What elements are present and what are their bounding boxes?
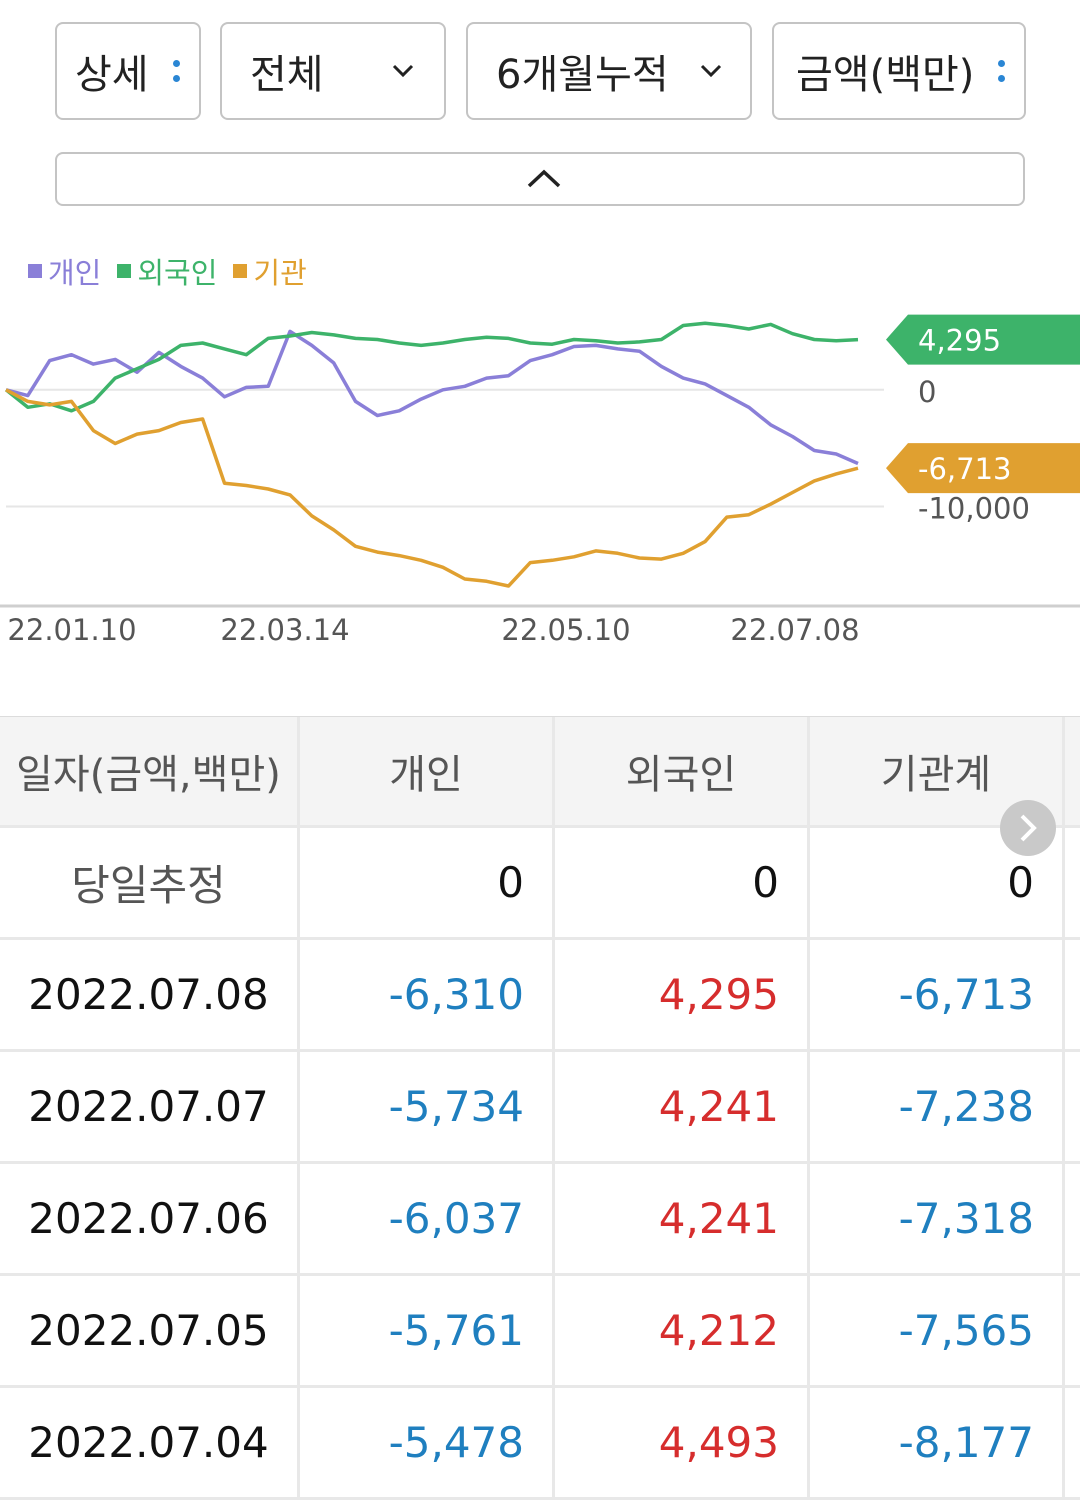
end-value-label: 4,295 <box>918 324 1001 358</box>
estimate-individual: 0 <box>300 828 555 937</box>
legend-label: 외국인 <box>137 256 218 290</box>
scope-value: 전체 <box>250 52 324 98</box>
row-overflow <box>1065 1276 1080 1385</box>
row-individual: -5,761 <box>300 1276 555 1385</box>
row-overflow <box>1065 940 1080 1049</box>
header-date: 일자(금액,백만) <box>0 717 300 825</box>
legend-item-institution: 기관 <box>233 250 307 292</box>
scope-select[interactable]: 전체 <box>220 22 446 120</box>
investor-table: 일자(금액,백만) 개인 외국인 기관계 당일추정 0 0 0 2022.07.… <box>0 716 1080 1500</box>
row-individual: -5,478 <box>300 1388 555 1497</box>
row-date: 2022.07.04 <box>0 1388 300 1497</box>
x-tick-label: 22.03.14 <box>220 613 349 647</box>
y-tick-label: -10,000 <box>918 492 1030 526</box>
chevron-up-icon <box>527 169 561 188</box>
row-institution: -8,177 <box>810 1388 1065 1497</box>
estimate-institution: 0 <box>810 828 1065 937</box>
series-line <box>5 388 859 588</box>
filter-bar: 상세 전체 6개월누적 금액(백만) <box>0 0 1080 220</box>
legend-swatch <box>233 264 248 278</box>
row-foreign: 4,493 <box>555 1388 810 1497</box>
row-date: 2022.07.06 <box>0 1164 300 1273</box>
row-date: 2022.07.05 <box>0 1276 300 1385</box>
header-individual: 개인 <box>300 717 555 825</box>
table-header-row: 일자(금액,백만) 개인 외국인 기관계 <box>0 716 1080 828</box>
row-foreign: 4,212 <box>555 1276 810 1385</box>
investor-flow-chart: 0 -10,000 22.01.10 22.03.14 22.05.10 22.07.08… <box>0 314 1080 647</box>
table-row: 2022.07.07 -5,734 4,241 -7,238 <box>0 1052 1080 1164</box>
row-institution: -7,318 <box>810 1164 1065 1273</box>
end-value-label: -6,713 <box>918 452 1012 486</box>
row-overflow <box>1065 1052 1080 1161</box>
period-value: 6개월누적 <box>496 52 669 98</box>
row-overflow <box>1065 828 1080 937</box>
table-row-estimate: 당일추정 0 0 0 <box>0 828 1080 940</box>
more-vertical-icon <box>173 60 181 90</box>
unit-label: 금액(백만) <box>796 52 975 98</box>
row-foreign: 4,241 <box>555 1164 810 1273</box>
legend-item-individual: 개인 <box>28 250 101 292</box>
header-foreign: 외국인 <box>555 717 810 825</box>
row-institution: -7,565 <box>810 1276 1065 1385</box>
row-individual: -6,037 <box>300 1164 555 1273</box>
row-foreign: 4,241 <box>555 1052 810 1161</box>
detail-menu-button[interactable]: 상세 <box>55 22 201 120</box>
y-tick-label: 0 <box>918 375 936 409</box>
row-overflow <box>1065 1164 1080 1273</box>
table-row: 2022.07.04 -5,478 4,493 -8,177 <box>0 1388 1080 1500</box>
row-individual: -5,734 <box>300 1052 555 1161</box>
chart-legend: 개인 외국인 기관 <box>28 250 307 292</box>
row-overflow <box>1065 1388 1080 1497</box>
legend-swatch <box>28 264 42 278</box>
estimate-foreign: 0 <box>555 828 810 937</box>
chevron-down-icon <box>700 64 722 78</box>
detail-label: 상세 <box>75 52 149 98</box>
header-institution: 기관계 <box>810 717 1065 825</box>
series-line <box>4 321 859 413</box>
row-institution: -6,713 <box>810 940 1065 1049</box>
legend-label: 기관 <box>253 256 307 290</box>
table-row: 2022.07.08 -6,310 4,295 -6,713 <box>0 940 1080 1052</box>
x-tick-label: 22.01.10 <box>7 613 136 647</box>
legend-item-foreign: 외국인 <box>117 250 217 292</box>
period-select[interactable]: 6개월누적 <box>466 22 752 120</box>
end-value-badge <box>886 443 1080 494</box>
collapse-chart-button[interactable] <box>55 152 1025 206</box>
chevron-down-icon <box>392 64 414 78</box>
x-tick-label: 22.05.10 <box>501 613 630 647</box>
header-overflow <box>1065 717 1080 825</box>
series-line <box>5 329 859 466</box>
scroll-right-button[interactable] <box>1000 800 1056 856</box>
more-vertical-icon <box>998 60 1006 90</box>
estimate-label: 당일추정 <box>0 828 300 937</box>
row-date: 2022.07.07 <box>0 1052 300 1161</box>
x-tick-label: 22.07.08 <box>730 613 859 647</box>
chevron-right-icon <box>1020 814 1037 842</box>
unit-menu-button[interactable]: 금액(백만) <box>772 22 1026 120</box>
row-date: 2022.07.08 <box>0 940 300 1049</box>
legend-label: 개인 <box>48 256 102 290</box>
table-row: 2022.07.06 -6,037 4,241 -7,318 <box>0 1164 1080 1276</box>
row-institution: -7,238 <box>810 1052 1065 1161</box>
legend-swatch <box>117 264 132 278</box>
row-individual: -6,310 <box>300 940 555 1049</box>
row-foreign: 4,295 <box>555 940 810 1049</box>
end-value-badge <box>886 314 1080 365</box>
table-row: 2022.07.05 -5,761 4,212 -7,565 <box>0 1276 1080 1388</box>
